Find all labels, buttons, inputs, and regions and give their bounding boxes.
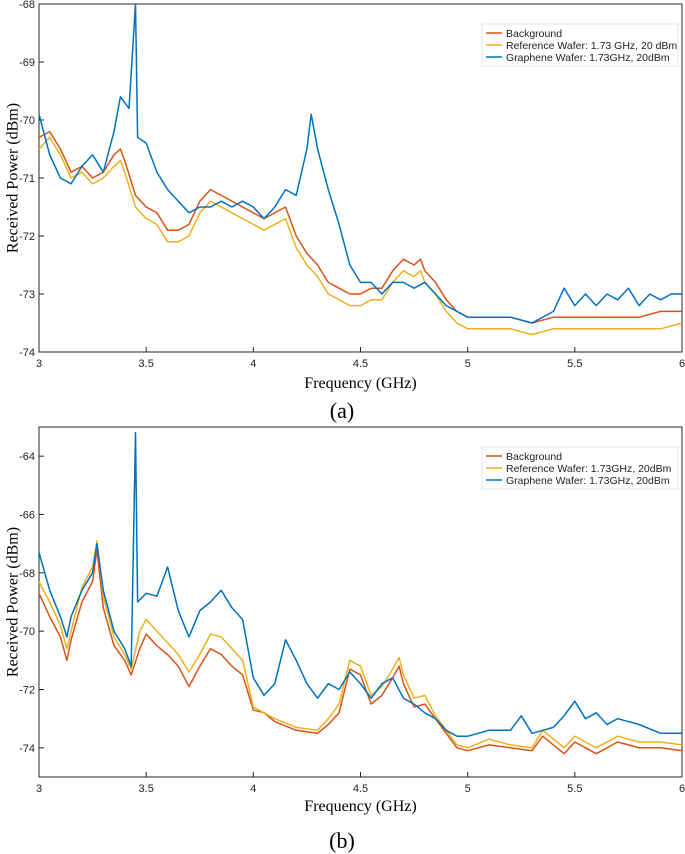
x-tick-label: 3.5 [139,358,154,370]
x-tick-label: 5 [465,358,471,370]
y-tick-label: -71 [19,173,35,185]
series-line-1 [38,136,683,336]
figure-caption: (a) [330,398,354,423]
series-layer [38,3,683,336]
y-tick-label: -66 [19,510,35,522]
legend-entry: Reference Wafer: 1.73 GHz, 20 dBm [506,40,677,52]
y-tick-label: -73 [19,289,35,301]
x-tick-label: 4 [250,358,256,370]
y-tick-label: -72 [19,685,35,697]
x-axis-label: Frequency (GHz) [304,375,416,392]
y-tick-label: -70 [19,626,35,638]
legend-box [481,23,679,67]
y-tick-label: -70 [19,115,35,127]
series-line-0 [38,548,683,755]
y-tick-label: -72 [19,231,35,243]
x-tick-label: 6 [679,783,685,795]
y-tick-label: -68 [19,0,35,11]
axis-ticks: 3 3.5 4 4.5 5 5.5 6 -74 -73 -72 -71 -70 -69 -68 [19,0,685,370]
legend-entry: Background [506,451,562,463]
y-tick-label: -74 [19,743,35,755]
x-tick-label: 5 [465,783,471,795]
figure-caption: (b) [329,828,355,853]
axis-ticks: 3 3.5 4 4.5 5 5.5 6 -74 -72 -70 -68 -66 -64 [19,451,685,795]
x-tick-label: 3 [36,358,42,370]
x-axis-label: Frequency (GHz) [304,798,416,815]
x-tick-label: 5.5 [567,783,582,795]
chart-panel-a: 3 3.5 4 4.5 5 5.5 6 -74 -73 -72 -71 -70 -69 -68 Backg… [5,0,685,423]
x-tick-label: 4.5 [353,783,368,795]
chart-panel-b: 3 3.5 4 4.5 5 5.5 6 -74 -72 -70 -68 -66 -64 Backgrou… [5,426,685,853]
series-line-2 [38,432,682,737]
y-tick-label: -69 [19,57,35,69]
y-axis-label: Received Power (dBm) [5,103,22,253]
x-tick-label: 4 [250,783,256,795]
legend-entry: Graphene Wafer: 1.73GHz, 20dBm [506,52,670,64]
y-tick-label: -64 [19,451,35,463]
x-tick-label: 3.5 [139,783,154,795]
x-tick-label: 4.5 [353,358,368,370]
x-tick-label: 6 [679,358,685,370]
y-tick-label: -74 [19,347,35,359]
legend-entry: Graphene Wafer: 1.73GHz, 20dBm [506,475,670,487]
y-axis-label: Received Power (dBm) [5,527,22,677]
x-tick-label: 3 [36,783,42,795]
y-tick-label: -68 [19,568,35,580]
x-tick-label: 5.5 [567,358,582,370]
series-line-1 [38,540,683,749]
series-line-2 [38,3,682,324]
series-layer [38,432,683,755]
legend-entry: Background [506,28,562,40]
legend-entry: Reference Wafer: 1.73GHz, 20dBm [506,463,672,475]
legend-box [481,446,679,490]
